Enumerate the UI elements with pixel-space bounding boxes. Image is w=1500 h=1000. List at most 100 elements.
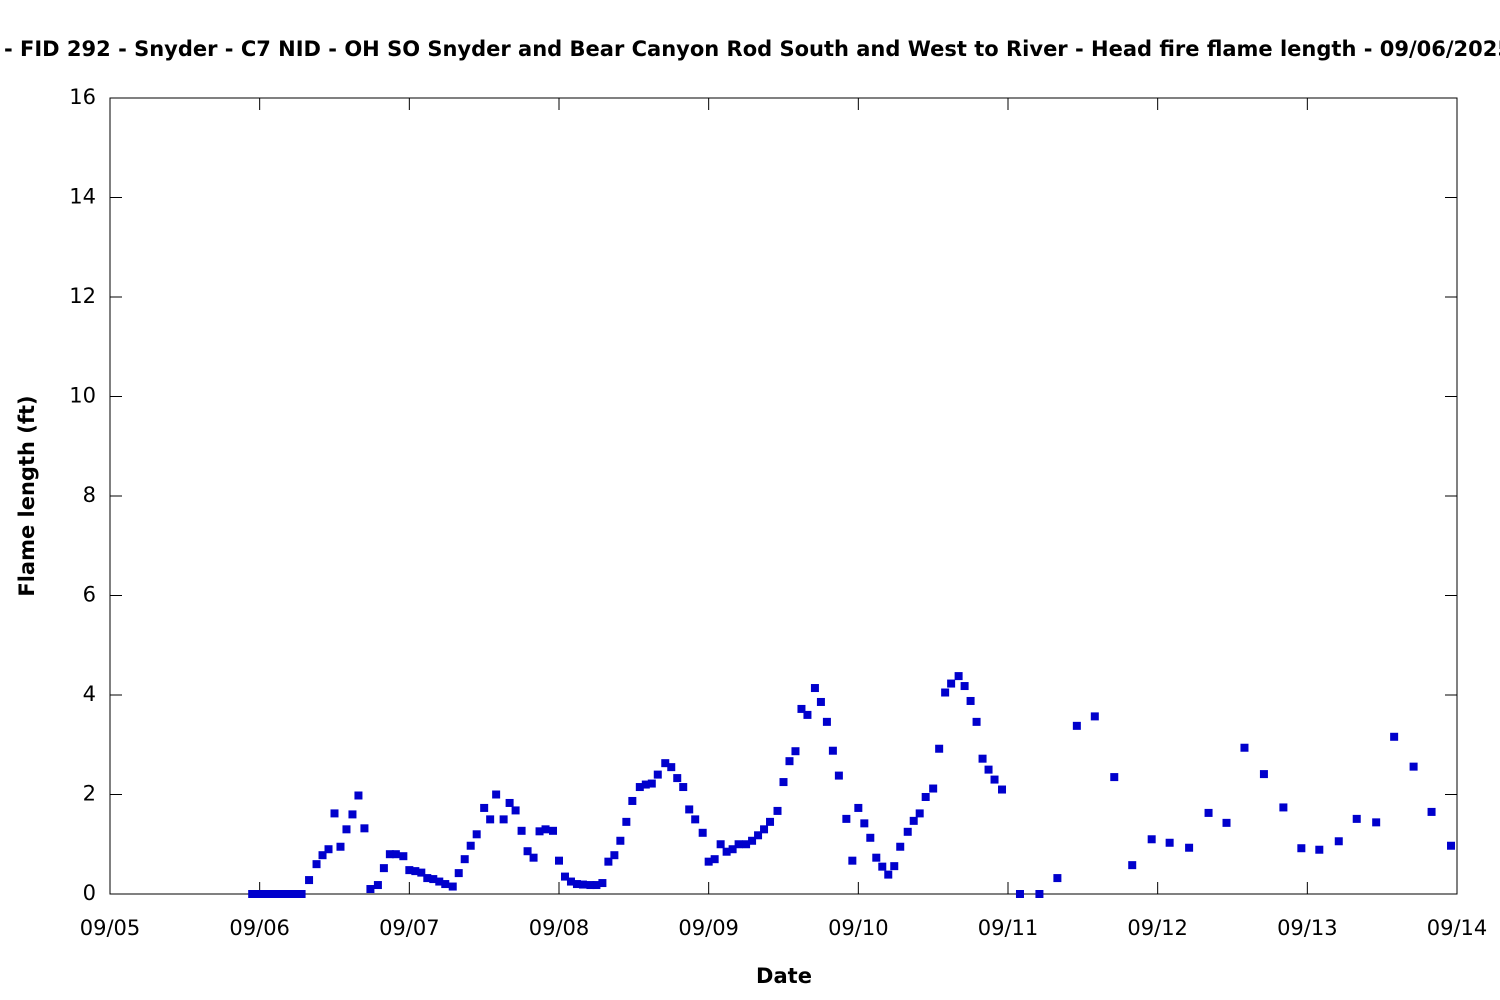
point [423, 874, 432, 883]
point [492, 790, 501, 799]
point [1297, 844, 1306, 853]
point [884, 870, 893, 879]
point [1334, 837, 1343, 846]
point [360, 824, 369, 833]
point [661, 759, 670, 768]
point [710, 855, 719, 864]
x-tick-label: 09/11 [978, 916, 1039, 940]
point [480, 803, 489, 812]
point [411, 867, 420, 876]
point [779, 778, 788, 787]
point [1053, 874, 1062, 883]
point [748, 836, 757, 845]
y-tick-label: 14 [69, 185, 96, 209]
point [330, 809, 339, 818]
point [586, 881, 595, 890]
point [566, 877, 575, 886]
point [998, 785, 1007, 794]
point [822, 717, 831, 726]
point [1090, 712, 1099, 721]
point [541, 825, 550, 834]
chart-title: - FID 292 - Snyder - C7 NID - OH SO Snyd… [4, 37, 1500, 61]
point [385, 850, 394, 859]
point [324, 845, 333, 854]
point [486, 815, 495, 824]
point [499, 815, 508, 824]
y-tick-label: 4 [83, 682, 96, 706]
point [773, 806, 782, 815]
y-tick-label: 10 [69, 384, 96, 408]
point [391, 850, 400, 859]
point [921, 792, 930, 801]
point [248, 890, 257, 898]
point [1147, 835, 1156, 844]
point [810, 684, 819, 693]
point [754, 831, 763, 840]
point [517, 826, 526, 835]
point [1315, 845, 1324, 854]
point [628, 796, 637, 805]
point [803, 710, 812, 719]
point [890, 862, 899, 871]
point [854, 803, 863, 812]
point [555, 856, 563, 865]
point [966, 696, 975, 705]
x-tick-label: 09/13 [1277, 916, 1338, 940]
x-tick-label: 09/10 [828, 916, 889, 940]
point [1072, 721, 1081, 730]
point [604, 857, 613, 866]
point [592, 881, 601, 890]
point [816, 697, 825, 706]
point [935, 744, 944, 753]
point [698, 828, 707, 837]
point [616, 836, 625, 845]
point [354, 791, 363, 800]
point [610, 851, 619, 860]
point [1128, 861, 1137, 870]
point [254, 890, 263, 898]
point [960, 682, 969, 691]
point [1204, 808, 1213, 817]
point [272, 890, 281, 898]
point [834, 771, 843, 780]
y-tick-label: 0 [83, 881, 96, 905]
point [318, 851, 327, 860]
point [472, 830, 481, 839]
point [278, 890, 287, 898]
point [460, 855, 469, 864]
y-tick-label: 2 [83, 782, 96, 806]
point [896, 842, 905, 851]
point [366, 885, 375, 894]
point [866, 833, 875, 842]
point [1279, 803, 1288, 812]
point [941, 688, 950, 697]
point [529, 853, 538, 862]
point [454, 869, 463, 878]
point [785, 757, 794, 766]
point [679, 783, 688, 792]
point [929, 784, 938, 793]
point [598, 879, 607, 888]
point [342, 825, 351, 834]
point [523, 847, 532, 856]
x-tick-label: 09/07 [379, 916, 440, 940]
point [704, 857, 713, 866]
point [1035, 890, 1044, 898]
point [878, 862, 887, 871]
x-tick-label: 09/12 [1127, 916, 1188, 940]
point [1165, 838, 1174, 847]
point [972, 717, 981, 726]
point [766, 817, 775, 826]
point [373, 881, 382, 890]
point [285, 890, 294, 898]
x-tick-label: 09/09 [678, 916, 739, 940]
y-axis-label: Flame length (ft) [15, 395, 39, 596]
point [742, 840, 751, 849]
point [560, 872, 569, 881]
point [291, 890, 300, 898]
x-axis-label: Date [756, 964, 812, 988]
point [984, 765, 993, 774]
point [903, 827, 912, 836]
